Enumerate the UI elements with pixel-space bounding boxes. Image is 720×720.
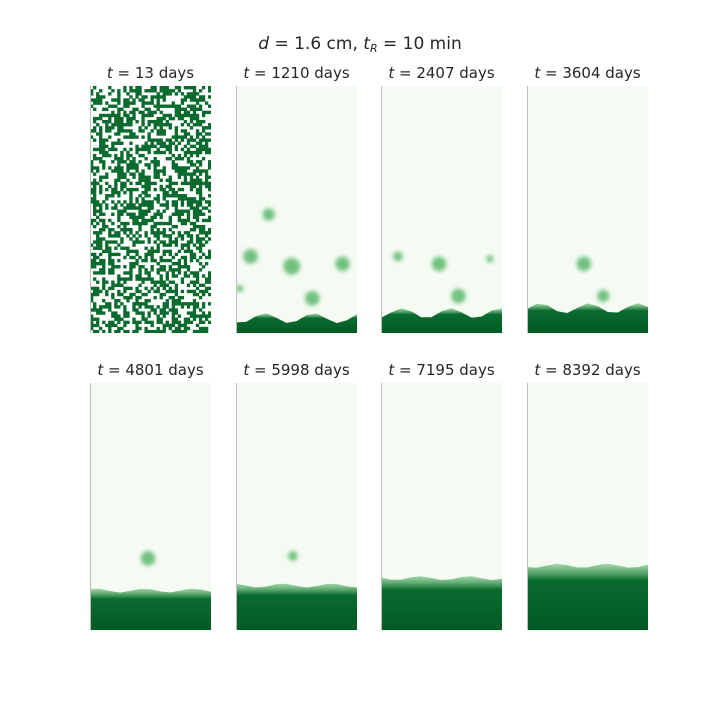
panel-title: t = 8392 days: [527, 361, 648, 379]
panel-title-value: = 4801 days: [103, 361, 204, 379]
panel-title-value: = 7195 days: [394, 361, 495, 379]
settled-layer: [527, 563, 648, 630]
heatmap-panel: [236, 383, 357, 630]
settled-layer: [381, 308, 502, 333]
settled-layer: [236, 583, 357, 630]
heatmap-panel: [236, 86, 357, 333]
settled-layer: [527, 303, 648, 333]
figure-title: d = 1.6 cm, tR = 10 min: [258, 34, 462, 55]
random-cells: [90, 86, 211, 333]
settled-layer: [236, 313, 357, 333]
panel-title-value: = 3604 days: [540, 64, 641, 82]
panel-background: [236, 86, 357, 333]
panel-title-var: t: [243, 64, 250, 82]
panel-title-value: = 1210 days: [249, 64, 350, 82]
panel-title-var: t: [388, 361, 395, 379]
cluster-blobs: [288, 551, 298, 561]
panel-title-value: = 13 days: [112, 64, 195, 82]
cluster-blobs: [236, 208, 350, 306]
panel-title: t = 5998 days: [236, 361, 357, 379]
cluster-blob: [576, 256, 592, 272]
panel-title-value: = 2407 days: [394, 64, 495, 82]
cluster-blobs: [393, 251, 494, 304]
panel-title-value: = 8392 days: [540, 361, 641, 379]
panel-title-var: t: [243, 361, 250, 379]
cluster-blob: [486, 255, 494, 263]
heatmap-svg: [527, 383, 648, 630]
heatmap-panel: [90, 383, 211, 630]
heatmap-svg: [381, 86, 502, 333]
panel-title: t = 13 days: [90, 64, 211, 82]
cluster-blob: [236, 284, 244, 293]
panel-title: t = 7195 days: [381, 361, 502, 379]
panel-title: t = 3604 days: [527, 64, 648, 82]
panel-title-value: = 5998 days: [249, 361, 350, 379]
cluster-blob: [288, 551, 298, 561]
cluster-blob: [335, 256, 350, 272]
panel-background: [527, 86, 648, 333]
cluster-blobs: [140, 551, 156, 566]
panel-title-var: t: [534, 64, 541, 82]
cluster-blob: [243, 249, 258, 264]
panel-title-var: t: [388, 64, 395, 82]
heatmap-panel: [527, 383, 648, 630]
panel-title: t = 4801 days: [90, 361, 211, 379]
heatmap-svg: [381, 383, 502, 630]
heatmap-panel: [381, 383, 502, 630]
cluster-blob: [393, 251, 403, 262]
cluster-blob: [140, 551, 156, 566]
cluster-blob: [451, 288, 466, 304]
heatmap-svg: [236, 86, 357, 333]
cluster-blob: [283, 257, 301, 275]
heatmap-svg: [527, 86, 648, 333]
heatmap-svg: [90, 383, 211, 630]
cluster-blobs: [576, 256, 610, 302]
heatmap-svg: [90, 86, 211, 333]
cluster-blob: [597, 289, 610, 302]
heatmap-panel: [527, 86, 648, 333]
heatmap-panel: [90, 86, 211, 333]
panel-title-var: t: [106, 64, 113, 82]
heatmap-svg: [236, 383, 357, 630]
cluster-blob: [262, 208, 275, 221]
cluster-blob: [304, 291, 320, 306]
settled-layer: [381, 576, 502, 630]
heatmap-panel: [381, 86, 502, 333]
panel-title-var: t: [97, 361, 104, 379]
panel-title-var: t: [534, 361, 541, 379]
panel-title: t = 2407 days: [381, 64, 502, 82]
cluster-blob: [431, 256, 447, 272]
panel-background: [381, 86, 502, 333]
settled-layer: [90, 588, 211, 630]
panel-title: t = 1210 days: [236, 64, 357, 82]
